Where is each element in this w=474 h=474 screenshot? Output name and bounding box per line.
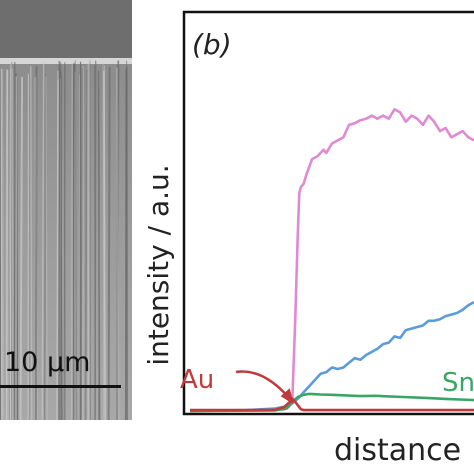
plot-frame (182, 10, 474, 416)
series-layer (189, 108, 474, 413)
series-line-3 (190, 397, 474, 412)
y-axis-label: intensity / a.u. (142, 164, 175, 365)
series-line-0 (280, 108, 474, 411)
panel-label: (b) (192, 28, 232, 61)
sem-texture (0, 0, 132, 420)
series-line-2 (189, 392, 474, 413)
scale-bar-label: 10 µm (4, 347, 91, 378)
scale-bar (0, 385, 121, 388)
series-line-1 (189, 300, 474, 413)
x-axis-label: distance (334, 433, 461, 468)
sem-micrograph: 10 µm (0, 0, 132, 420)
annotation-sn: Sn (442, 368, 474, 398)
annotation-au-arrowhead (280, 388, 294, 405)
annotation-au: Au (180, 365, 214, 395)
annotation-au-arrow (235, 370, 289, 398)
